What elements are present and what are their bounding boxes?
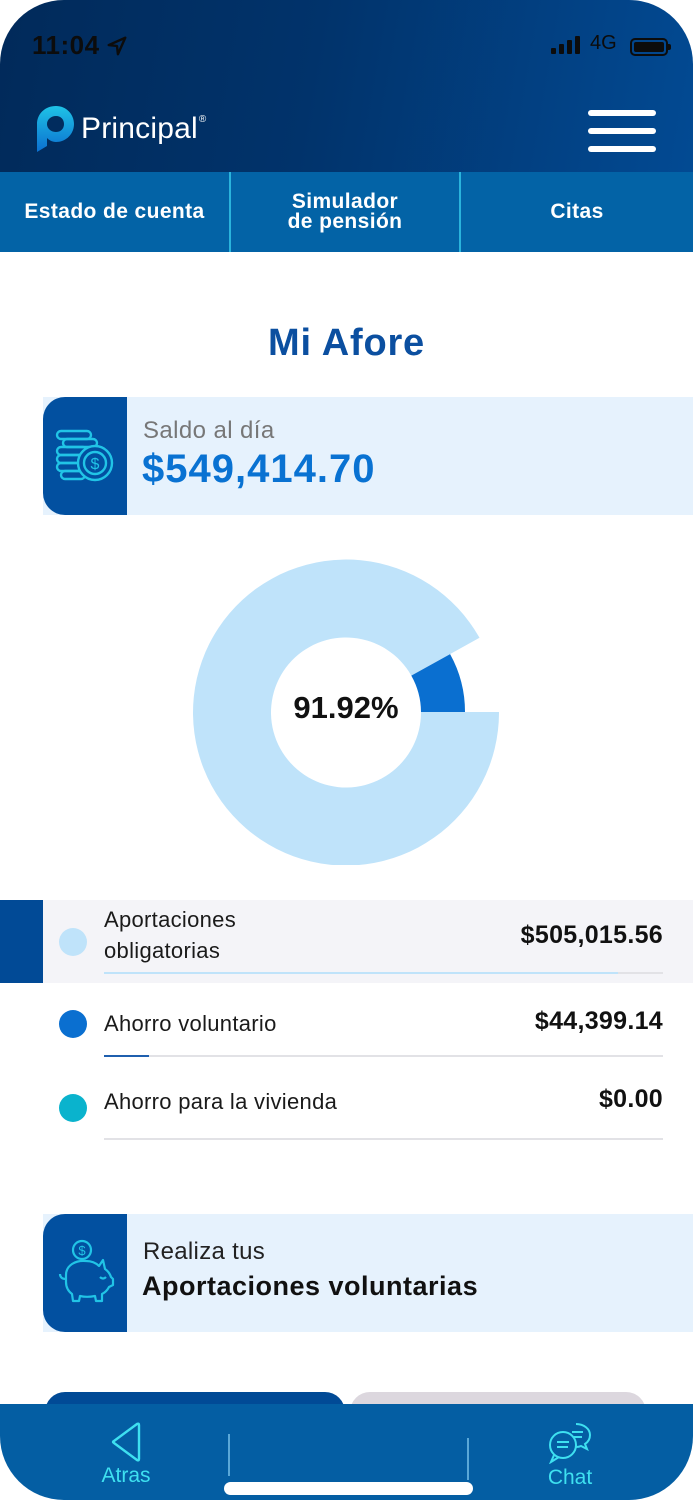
donut-center-percentage: 91.92% bbox=[293, 690, 399, 725]
balance-value: $549,414.70 bbox=[142, 447, 376, 491]
balance-label: Saldo al día bbox=[143, 417, 275, 444]
principal-logo-icon bbox=[37, 106, 74, 152]
voluntary-card-title: Aportaciones voluntarias bbox=[142, 1271, 479, 1301]
piggy-bank-icon: $ bbox=[43, 1214, 127, 1332]
brand-registered-mark: ® bbox=[198, 113, 207, 125]
top-tabs: Estado de cuenta Simulador de pensión Ci… bbox=[0, 172, 693, 252]
donut-slice-obligatorias[interactable] bbox=[193, 559, 499, 865]
nav-divider bbox=[228, 1434, 230, 1476]
active-indicator-bar bbox=[0, 900, 43, 983]
legend-progress-bar bbox=[104, 1138, 663, 1140]
back-triangle-icon bbox=[111, 1422, 141, 1462]
voluntary-card-label: Realiza tus bbox=[143, 1238, 266, 1265]
svg-text:$: $ bbox=[78, 1243, 86, 1258]
hamburger-menu-icon[interactable] bbox=[588, 110, 656, 152]
page-title: Mi Afore bbox=[268, 322, 425, 364]
tab-label-line2: de pensión bbox=[287, 210, 403, 233]
chat-bubbles-icon bbox=[549, 1423, 592, 1464]
tab-estado-de-cuenta[interactable]: Estado de cuenta bbox=[24, 200, 205, 223]
tab-simulador-de-pension[interactable]: Simulador de pensión bbox=[229, 172, 461, 252]
legend-value: $505,015.56 bbox=[520, 921, 663, 949]
legend-progress-bar bbox=[104, 972, 663, 974]
bottom-nav: Atras Chat bbox=[0, 1404, 693, 1500]
principal-logo: Principal ® bbox=[35, 104, 206, 154]
legend-label: Ahorro para la vivienda bbox=[104, 1089, 338, 1114]
back-button[interactable]: Atras bbox=[66, 1422, 186, 1488]
legend-value: $0.00 bbox=[598, 1085, 663, 1113]
legend-label: Ahorro voluntario bbox=[104, 1011, 277, 1036]
legend-label-line1: Aportaciones bbox=[104, 907, 237, 932]
donut-slice-voluntario[interactable] bbox=[411, 654, 466, 712]
legend-dot-icon bbox=[59, 928, 87, 956]
legend-item-ahorro-voluntario[interactable]: Ahorro voluntario $44,399.14 bbox=[0, 983, 693, 1063]
legend-dot-icon bbox=[59, 1010, 87, 1038]
brand-name: Principal bbox=[81, 112, 198, 145]
coins-icon: $ bbox=[43, 397, 127, 515]
chat-button[interactable]: Chat bbox=[510, 1422, 630, 1490]
legend-item-aportaciones-obligatorias[interactable]: Aportaciones obligatorias $505,015.56 bbox=[0, 900, 693, 983]
app-header: 11:04 4G Principal ® bbox=[0, 0, 693, 172]
legend-value: $44,399.14 bbox=[534, 1007, 663, 1035]
chat-label: Chat bbox=[547, 1466, 593, 1489]
legend-label: Aportaciones obligatorias bbox=[104, 904, 236, 966]
balance-donut-chart[interactable] bbox=[193, 559, 499, 865]
back-label: Atras bbox=[101, 1464, 151, 1487]
tab-label-line1: Simulador bbox=[291, 190, 399, 213]
legend-dot-icon bbox=[59, 1094, 87, 1122]
legend-item-ahorro-vivienda[interactable]: Ahorro para la vivienda $0.00 bbox=[0, 1063, 693, 1143]
status-time: 11:04 bbox=[32, 30, 100, 60]
home-indicator[interactable] bbox=[224, 1482, 473, 1495]
legend-label-line2: obligatorias bbox=[104, 938, 221, 963]
balance-card: $ Saldo al día $549,414.70 bbox=[43, 397, 693, 515]
location-arrow-icon bbox=[107, 36, 127, 56]
voluntary-contributions-card[interactable]: $ Realiza tus Aportaciones voluntarias bbox=[43, 1214, 693, 1332]
signal-icon bbox=[551, 36, 580, 54]
svg-text:$: $ bbox=[91, 456, 100, 473]
legend-progress-bar bbox=[104, 1055, 663, 1057]
nav-divider bbox=[467, 1438, 469, 1480]
status-bar: 11:04 4G bbox=[0, 30, 693, 66]
tab-citas[interactable]: Citas bbox=[550, 200, 604, 223]
battery-icon bbox=[630, 38, 671, 56]
network-type: 4G bbox=[590, 32, 617, 54]
